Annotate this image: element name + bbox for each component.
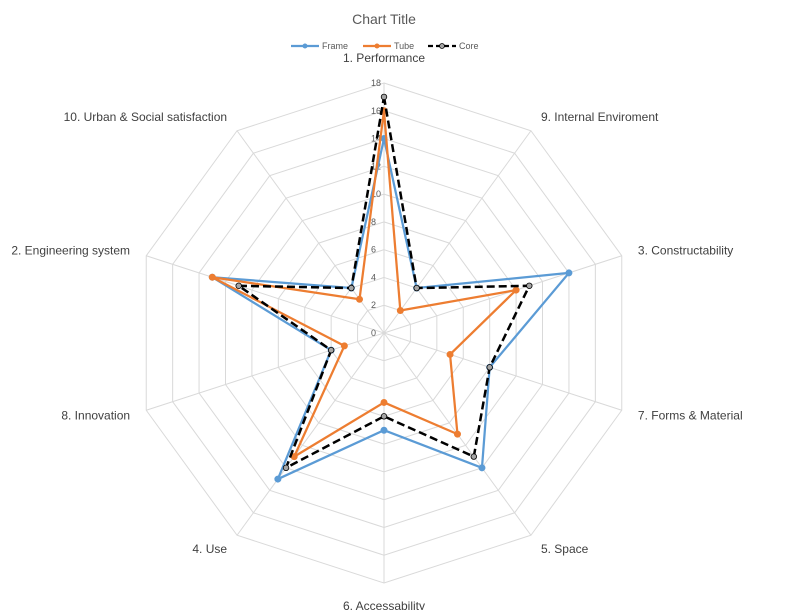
grid-spoke-4 [383, 332, 622, 411]
series-marker-frame-6 [380, 426, 388, 434]
category-label-4: 7. Forms & Material [638, 409, 743, 423]
tick-label-10: 10 [371, 189, 381, 199]
tick-label-18: 18 [371, 78, 381, 88]
legend: Frame Tube Core [291, 41, 479, 51]
series-marker-core-7 [282, 464, 290, 472]
category-label-1: 1. Performance [343, 51, 425, 65]
category-label-9: 2. Engineering system [11, 243, 130, 257]
series-marker-core-8 [327, 346, 335, 354]
legend-label-tube: Tube [394, 41, 414, 51]
legend-item-core: Core [428, 41, 479, 51]
series-marker-core-5 [470, 453, 478, 460]
grid-spoke-7 [236, 332, 385, 536]
series-marker-tube-4 [446, 350, 454, 358]
grid-spoke-8 [146, 332, 385, 411]
category-label-7: 4. Use [192, 542, 227, 556]
tick-label-4: 4 [371, 272, 376, 282]
series-marker-core-1 [380, 93, 388, 101]
tick-label-0: 0 [371, 328, 376, 338]
series-line-core [237, 95, 531, 470]
grid-spoke-3 [383, 255, 622, 334]
category-labels: 1. Performance 9. Internal Enviroment 3. C… [11, 51, 742, 610]
series-marker-core-9 [235, 282, 242, 289]
series-marker-frame-7 [274, 475, 282, 483]
data-series [208, 93, 573, 483]
series-marker-core-10 [348, 284, 355, 292]
tick-label-6: 6 [371, 245, 376, 255]
grid-spoke-9 [146, 255, 385, 334]
series-marker-core-3 [526, 282, 533, 289]
series-marker-core-4 [486, 364, 493, 371]
grid-spoke-2 [383, 130, 532, 334]
category-label-10: 10. Urban & Social satisfaction [64, 110, 227, 124]
legend-label-frame: Frame [322, 41, 348, 51]
legend-item-tube: Tube [363, 41, 414, 51]
series-marker-tube-3 [512, 286, 520, 294]
category-label-2: 9. Internal Enviroment [541, 110, 659, 124]
tick-label-2: 2 [371, 300, 376, 310]
legend-label-core: Core [459, 41, 479, 51]
series-marker-tube-5 [453, 430, 461, 438]
series-marker-tube-9 [208, 273, 216, 281]
tick-label-8: 8 [371, 217, 376, 227]
series-marker-tube-6 [380, 398, 388, 406]
series-marker-tube-2 [396, 307, 404, 315]
tick-label-16: 16 [371, 106, 381, 116]
series-marker-frame-3 [565, 269, 573, 277]
chart-title: Chart Title [352, 11, 416, 27]
series-marker-core-2 [413, 284, 420, 292]
category-label-5: 5. Space [541, 542, 589, 556]
category-label-3: 3. Constructability [638, 243, 733, 257]
series-marker-frame-5 [478, 464, 486, 472]
series-marker-core-6 [380, 413, 388, 420]
category-label-6: 6. Accessability [343, 599, 425, 610]
radar-grid [145, 82, 623, 584]
series-marker-tube-10 [356, 295, 364, 303]
tick-label-14: 14 [371, 134, 381, 144]
legend-item-frame: Frame [291, 41, 348, 51]
category-label-8: 8. Innovation [61, 409, 130, 423]
series-marker-tube-8 [340, 342, 348, 350]
